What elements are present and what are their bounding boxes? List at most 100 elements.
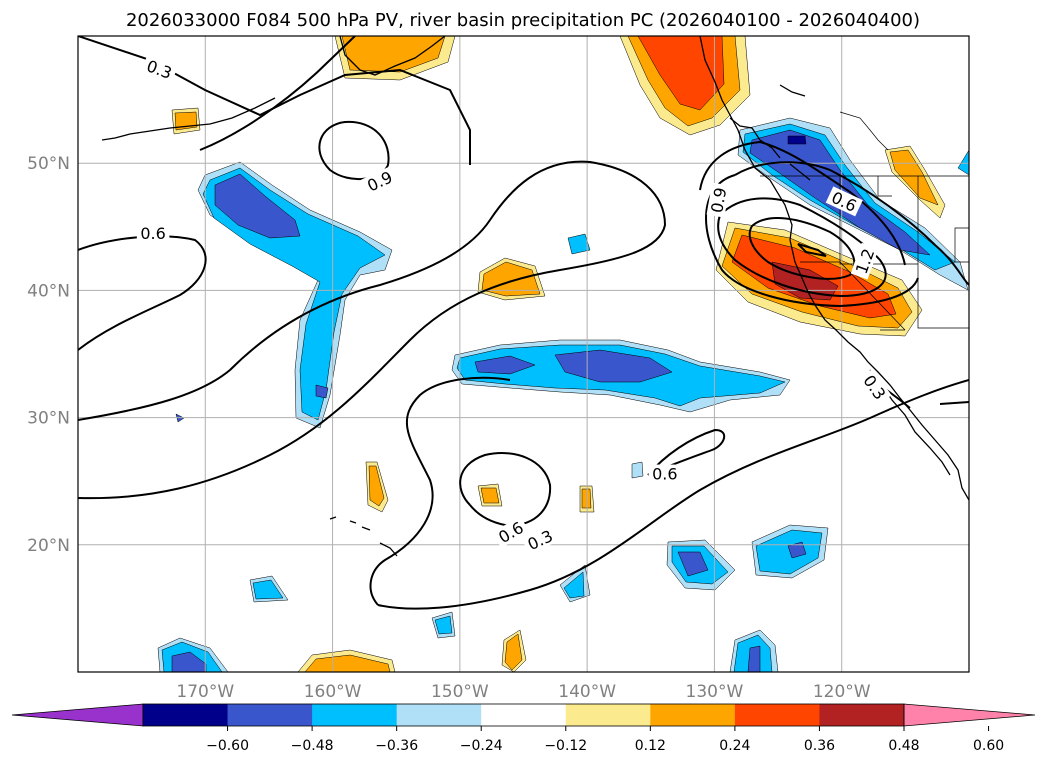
contour-label: 0.9 — [706, 182, 730, 218]
anomaly-patch — [504, 633, 523, 671]
anomaly-patch — [563, 571, 585, 599]
colorbar-segment — [396, 704, 482, 726]
hawaii-islands — [329, 516, 398, 557]
lat-tick-label: 40°N — [27, 281, 70, 301]
anomaly-patch — [755, 529, 823, 575]
anomaly-patch — [631, 461, 644, 479]
lon-tick-label: 150°W — [431, 682, 489, 702]
colorbar-extend-low — [11, 703, 144, 727]
contour-label-text: 0.6 — [652, 465, 677, 484]
pv-contour-1.2 — [748, 217, 856, 280]
lon-tick-label: 160°W — [304, 682, 362, 702]
anomaly-patch — [252, 579, 284, 600]
contour-label-text: 0.9 — [707, 186, 730, 214]
lon-tick-label: 130°W — [686, 682, 744, 702]
colorbar-tick-label: −0.48 — [291, 738, 334, 754]
contour-label-background — [850, 242, 879, 280]
contour-label-background — [858, 368, 892, 406]
colorbar-tick-label: 0.24 — [719, 738, 750, 754]
colorbar-tick-label: 0.12 — [635, 738, 666, 754]
lat-tick-label: 20°N — [27, 536, 70, 556]
colorbar-tick-label: −0.12 — [544, 738, 587, 754]
colorbar-segment — [227, 704, 313, 726]
pv-contours — [78, 36, 969, 610]
aleutian-islands — [101, 97, 276, 141]
colorbar-segment — [734, 704, 820, 726]
anomaly-patch — [554, 349, 673, 383]
lat-tick-label: 30°N — [27, 409, 70, 429]
bc-coast-islands — [729, 117, 811, 181]
lon-tick-label: 140°W — [558, 682, 616, 702]
colorbar-tick-label: 0.48 — [888, 738, 919, 754]
pv-contour-0.9 — [699, 140, 906, 266]
anomaly-patch — [957, 149, 969, 176]
colorbar-extend-high — [903, 703, 1036, 727]
pv-contour-0.9 — [717, 197, 887, 298]
anomaly-patch — [677, 551, 709, 577]
pv-contour-0.3 — [78, 160, 667, 500]
colorbar-tick-label: −0.24 — [460, 738, 503, 754]
anomaly-patch — [637, 36, 725, 111]
contour-label-background — [361, 165, 399, 197]
small-island — [779, 84, 806, 97]
latitude-tick-labels: 50°N 40°N 30°N 20°N — [27, 154, 70, 556]
anomaly-patch — [171, 651, 207, 672]
colorbar-segment — [481, 704, 567, 726]
contour-label-background — [648, 464, 682, 483]
canada-outline — [839, 111, 889, 151]
contour-label-background — [706, 182, 730, 218]
pv-contour-0.3 — [939, 401, 969, 405]
anomaly-patch — [202, 167, 386, 421]
anomaly-patch — [889, 149, 939, 206]
contour-label: 0.6 — [648, 464, 682, 484]
contour-label-background — [136, 224, 170, 243]
map-frame — [77, 35, 970, 673]
pv-contour-0.3 — [78, 36, 471, 165]
pv-contour-0.3 — [377, 379, 969, 610]
pv-contour-0.3 — [369, 376, 511, 606]
lon-tick-label: 170°W — [176, 682, 234, 702]
colorbar-tick-label: −0.36 — [375, 738, 418, 754]
anomaly-patch — [480, 487, 500, 504]
contour-label-background — [521, 524, 559, 555]
contour-label: 0.6 — [136, 224, 170, 243]
graticule — [78, 36, 969, 672]
pv-contour-0.6 — [459, 452, 552, 527]
map-area: 0.30.60.90.9 0.61.20.30.60.60.3 — [78, 36, 969, 672]
contour-label-background — [825, 186, 863, 217]
anomaly-patch — [747, 645, 761, 672]
anomaly-patch — [214, 173, 301, 239]
colorbar-segment — [565, 704, 651, 726]
colorbar-segment — [819, 704, 905, 726]
contour-label-background — [141, 55, 178, 84]
us-border — [760, 175, 969, 329]
pv-contour-0.6 — [705, 174, 919, 308]
lat-tick-label: 50°N — [27, 154, 70, 174]
pv-contour-0.6 — [78, 235, 207, 351]
colorbar-tick-label: −0.60 — [206, 738, 249, 754]
anomaly-patch — [304, 654, 391, 672]
anomaly-patch — [474, 355, 536, 375]
colorbar-segment — [312, 704, 398, 726]
pv-contour-0.3 — [199, 36, 356, 151]
anomaly-patch — [567, 233, 591, 255]
colorbar-tick-label: 0.60 — [973, 738, 1004, 754]
anomaly-patch — [315, 384, 329, 399]
anomaly-patch — [434, 615, 453, 635]
pv-contour-0.6 — [647, 428, 726, 476]
anomaly-patch — [787, 135, 807, 145]
anomaly-patch — [787, 541, 807, 559]
contour-label-background — [492, 516, 530, 548]
anomaly-patch — [341, 36, 446, 73]
pv-contour-1.2 — [797, 243, 827, 257]
anomaly-patch — [581, 488, 592, 509]
colorbar-segment — [143, 704, 229, 726]
longitude-tick-labels: 170°W 160°W 150°W 140°W 130°W 120°W — [176, 682, 870, 702]
colorbar-frame — [142, 703, 905, 727]
anomaly-patch — [368, 465, 385, 507]
colorbar-segment — [650, 704, 736, 726]
colorbar: −0.60 −0.48 −0.36 −0.24 −0.12 0.12 0.24 0.36 0.4… — [11, 703, 1036, 754]
chart-title: 2026033000 F084 500 hPa PV, river basin … — [126, 10, 920, 31]
precipitation-anomaly-fills — [157, 36, 969, 672]
